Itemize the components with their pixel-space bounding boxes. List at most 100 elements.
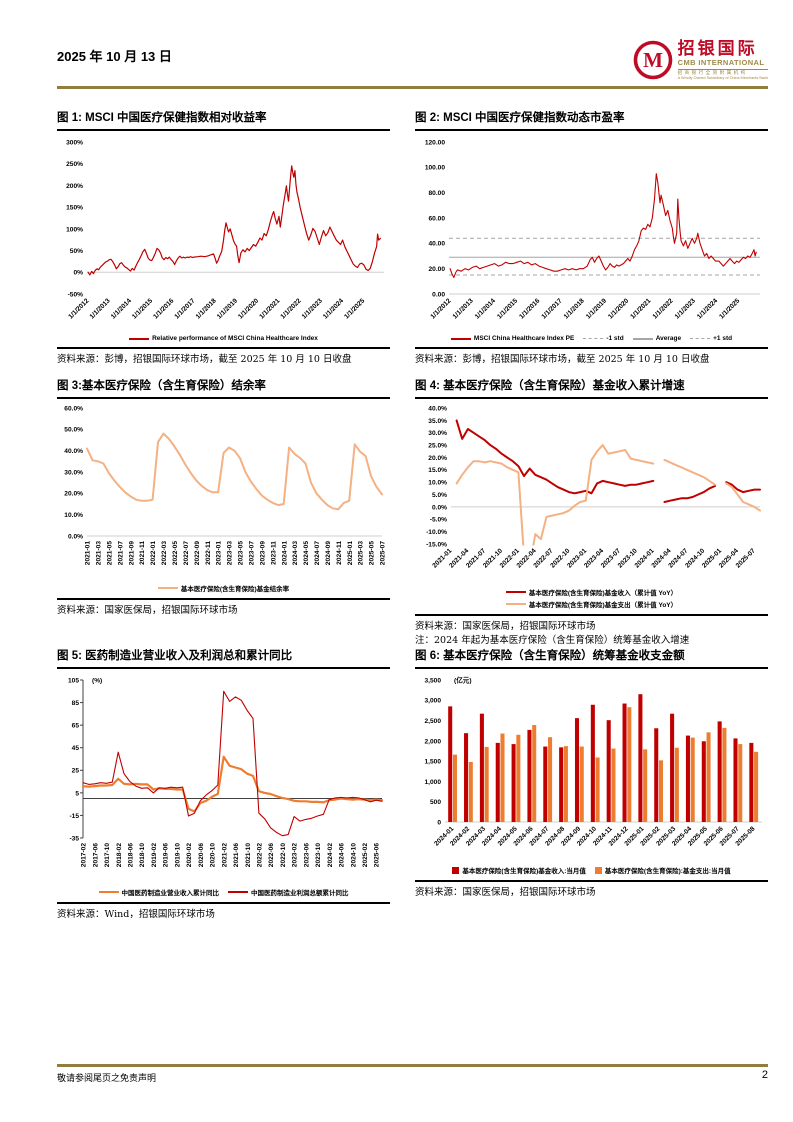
legend-swatch [583, 338, 604, 339]
source-text: 资料来源：国家医保局，招银国际环球市场 [415, 887, 596, 898]
x-tick-label: 2021-11 [139, 541, 146, 565]
y-tick-label: 2,000 [424, 738, 441, 745]
source-text: 资料来源：国家医保局，招银国际环球市场 [57, 605, 238, 616]
x-tick-label: 2024-06 [339, 843, 346, 868]
legend-item: 基本医疗保险(含生育保险):基金支出:当月值 [594, 865, 731, 875]
x-tick-label: 1/1/2022 [652, 297, 675, 320]
bar [595, 757, 600, 822]
x-tick-label: 2022-07 [183, 541, 190, 566]
series-line [86, 432, 383, 511]
x-tick-label: 2025-05 [369, 541, 376, 566]
x-tick-label: 1/1/2023 [674, 297, 697, 320]
x-tick-label: 1/1/2014 [474, 297, 497, 320]
y-tick-label: 10.0% [428, 480, 447, 487]
legend-label: Relative performance of MSCI China Healt… [152, 335, 318, 342]
figure-6-source: 资料来源：国家医保局，招银国际环球市场 [415, 880, 768, 900]
y-tick-label: 5 [75, 790, 79, 797]
bar [749, 742, 754, 822]
footer-rule [57, 1064, 768, 1067]
x-tick-label: 1/1/2012 [67, 297, 90, 320]
bar [733, 738, 738, 822]
bar [627, 707, 632, 822]
x-tick-label: 2023-02 [292, 843, 299, 868]
legend-swatch [690, 338, 711, 339]
x-tick-label: 2020-02 [186, 843, 193, 868]
legend-item: 基本医疗保险(含生育保险)基金支出（累计值 YoY） [505, 599, 677, 609]
series-line [455, 444, 761, 546]
svg-text:M: M [643, 48, 663, 72]
x-tick-label: 2017-06 [92, 843, 99, 868]
y-tick-label: 30.0% [428, 430, 447, 437]
bar [738, 744, 743, 822]
x-tick-label: 2024-11 [336, 541, 343, 565]
legend-swatch [505, 603, 526, 605]
x-tick-label: 2025-01 [347, 541, 354, 566]
figure-4-legend: 基本医疗保险(含生育保险)基金收入（累计值 YoY） 基本医疗保险(含生育保险)基… [415, 586, 768, 612]
x-tick-label: 1/1/2014 [110, 297, 133, 320]
bar [527, 729, 532, 822]
bar [606, 720, 611, 822]
legend-item: MSCI China Healthcare Index PE [450, 335, 574, 342]
x-tick-label: 1/1/2024 [696, 297, 719, 320]
x-tick-label: 2025-03 [358, 541, 365, 566]
y-tick-label: 65 [72, 723, 80, 730]
x-tick-label: 2022-11 [205, 541, 212, 565]
y-tick-label: 10.0% [64, 512, 83, 519]
legend-swatch [594, 866, 602, 874]
y-tick-label: 50.0% [64, 427, 83, 434]
x-tick-label: 2023-05 [238, 541, 245, 566]
figure-2-source: 资料来源：彭博，招银国际环球市场，截至 2025 年 10 月 10 日收盘 [415, 347, 768, 367]
series-line [449, 173, 757, 279]
x-tick-label: 2018-06 [128, 843, 135, 868]
bar [590, 704, 595, 822]
report-date: 2025 年 10 月 13 日 [57, 49, 172, 64]
y-tick-label: 3,500 [424, 677, 441, 684]
y-tick-label: 25 [72, 768, 80, 775]
bar [643, 749, 648, 822]
legend-item: 基本医疗保险(含生育保险)基金结余率 [157, 583, 289, 593]
bar [722, 727, 727, 822]
y-tick-label: 60.0% [64, 405, 83, 412]
y-tick-label: 3,000 [424, 698, 441, 705]
y-tick-label: 15.0% [428, 467, 447, 474]
legend-item: 中国医药制造业利润总额累计同比 [228, 887, 349, 897]
bar [448, 706, 453, 822]
y-tick-label: 35.0% [428, 418, 447, 425]
y-tick-label: 40.0% [428, 405, 447, 412]
y-tick-label: 85 [72, 700, 80, 707]
y-tick-label: 1,000 [424, 779, 441, 786]
x-tick-label: 1/1/2025 [718, 297, 741, 320]
unit-label: (%) [92, 678, 102, 685]
bar [638, 694, 643, 822]
x-tick-label: 1/1/2013 [89, 297, 112, 320]
legend-swatch [228, 891, 248, 893]
y-tick-label: 0 [437, 819, 441, 826]
y-tick-label: -15.0% [426, 541, 447, 548]
x-tick-label: 2017-02 [81, 843, 88, 868]
y-tick-label: 20.00 [428, 266, 445, 273]
bar [516, 734, 521, 822]
y-tick-label: 120.00 [425, 139, 446, 146]
figure-6-title: 图 6: 基本医疗保险（含生育保险）统筹基金收支金额 [415, 645, 768, 669]
figure-2-legend: MSCI China Healthcare Index PE -1 std Aver… [415, 334, 768, 345]
legend-item: Relative performance of MSCI China Healt… [129, 335, 318, 342]
x-tick-label: 1/1/2017 [540, 297, 563, 320]
footer-disclaimer: 敬请参阅尾页之免责声明 [57, 1074, 157, 1084]
legend-swatch [157, 587, 178, 589]
figure-3-chart: 0.0% 10.0% 20.0% 30.0% 40.0% 50.0% 60.0% 2021-0… [64, 405, 386, 566]
figure-1-legend: Relative performance of MSCI China Healt… [57, 334, 390, 345]
y-tick-label: 25.0% [428, 442, 447, 449]
x-tick-label: 1/1/2020 [607, 297, 630, 320]
y-tick-label: 0.0% [68, 533, 83, 540]
x-tick-label: 2022-05 [172, 541, 179, 566]
x-tick-label: 2021-09 [128, 541, 135, 566]
legend-label: +1 std [713, 335, 733, 342]
y-tick-label: 50% [70, 248, 83, 255]
x-tick-label: 2021-03 [96, 541, 103, 566]
source-text: 资料来源：国家医保局，招银国际环球市场 [415, 621, 596, 632]
x-tick-label: 1/1/2021 [258, 297, 281, 320]
x-tick-label: 1/1/2022 [280, 297, 303, 320]
series-line [87, 165, 381, 276]
